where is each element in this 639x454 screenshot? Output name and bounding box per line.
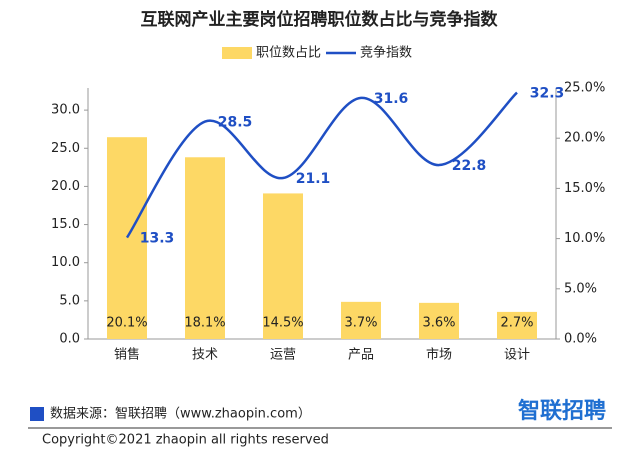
x-tick-label: 销售 bbox=[114, 347, 140, 363]
copyright: Copyright©2021 zhaopin all rights reserv… bbox=[42, 433, 329, 448]
y-tick-label: 15.0 bbox=[51, 217, 80, 232]
y-tick-label: 0.0 bbox=[59, 332, 80, 347]
line-label: 28.5 bbox=[218, 115, 253, 131]
y-tick-label: 10.0 bbox=[51, 255, 80, 270]
bar-label: 18.1% bbox=[184, 316, 225, 331]
y2-tick-label: 20.0% bbox=[564, 131, 605, 146]
y2-tick-label: 5.0% bbox=[564, 281, 597, 296]
y2-tick-label: 25.0% bbox=[564, 81, 605, 96]
x-tick-label: 技术 bbox=[192, 348, 218, 363]
legend-swatch bbox=[222, 47, 252, 59]
bar bbox=[107, 137, 147, 339]
legend: 职位数占比 竞争指数 bbox=[222, 45, 412, 61]
y-tick-label: 25.0 bbox=[51, 141, 80, 156]
y2-tick-label: 0.0% bbox=[564, 332, 597, 347]
y2-tick-label: 15.0% bbox=[564, 181, 605, 196]
bar bbox=[263, 193, 303, 339]
bar-label: 2.7% bbox=[500, 316, 533, 331]
line bbox=[125, 91, 518, 239]
line-label: 31.6 bbox=[374, 91, 409, 107]
bar-label: 14.5% bbox=[262, 316, 303, 331]
line-label: 32.3 bbox=[530, 86, 565, 102]
x-tick-label: 运营 bbox=[270, 348, 296, 363]
bar-label: 20.1% bbox=[106, 316, 147, 331]
logo: 智联招聘 bbox=[518, 398, 606, 424]
legend-label: 职位数占比 bbox=[256, 46, 321, 61]
line-label: 22.8 bbox=[452, 158, 487, 174]
line-label: 13.3 bbox=[140, 231, 175, 247]
bar-label: 3.6% bbox=[422, 316, 455, 331]
y-tick-label: 20.0 bbox=[51, 179, 80, 194]
y-tick-label: 30.0 bbox=[51, 103, 80, 118]
chart-title: 互联网产业主要岗位招聘职位数占比与竞争指数 bbox=[141, 9, 499, 30]
x-tick-label: 设计 bbox=[504, 348, 530, 363]
bar bbox=[341, 301, 381, 339]
bar bbox=[185, 157, 225, 339]
bar bbox=[497, 311, 537, 339]
x-tick-label: 市场 bbox=[426, 347, 452, 363]
legend-label: 竞争指数 bbox=[360, 45, 412, 61]
bar-label: 3.7% bbox=[344, 316, 377, 331]
y-tick-label: 5.0 bbox=[59, 293, 80, 308]
y2-tick-label: 10.0% bbox=[564, 231, 605, 246]
line-label: 21.1 bbox=[296, 171, 331, 187]
source: 数据来源：智联招聘（www.zhaopin.com） bbox=[50, 407, 311, 422]
x-tick-label: 产品 bbox=[348, 348, 374, 363]
source-icon bbox=[30, 407, 44, 421]
bar bbox=[419, 302, 459, 339]
